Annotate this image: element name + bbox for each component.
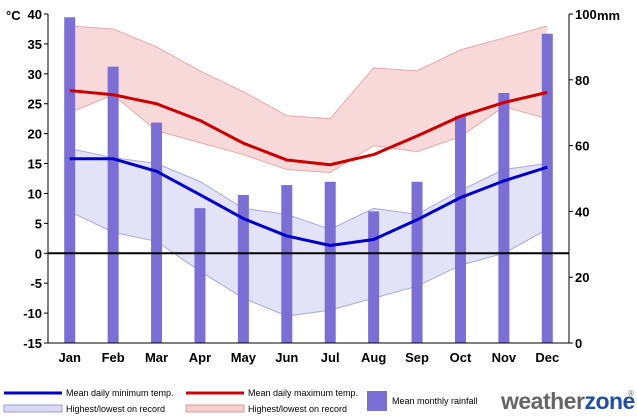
legend-rain-swatch: [367, 391, 387, 411]
legend-max-label: Mean daily maximum temp.: [248, 388, 358, 398]
month-label-nov: Nov: [492, 350, 517, 365]
legend: Mean daily minimum temp. Highest/lowest …: [3, 388, 478, 414]
legend-min-record-swatch: [3, 404, 63, 413]
rainfall-bars: [64, 17, 553, 344]
left-tick-label: 15: [28, 157, 42, 172]
axis-ticks: 40 35 30 25 20 15 10 5 0 -5 -10 -15 100 80 60 40 20 0 Jan F…: [23, 7, 597, 365]
left-tick-label: 10: [28, 186, 42, 201]
rain-bar-oct: [454, 115, 466, 344]
month-label-mar: Mar: [145, 350, 168, 365]
month-label-apr: Apr: [189, 350, 211, 365]
rain-bar-aug: [368, 211, 380, 343]
right-tick-label: 80: [575, 73, 589, 88]
right-tick-label: 0: [575, 336, 582, 351]
month-label-jul: Jul: [321, 350, 340, 365]
left-tick-label: 20: [28, 127, 42, 142]
temperature-lines: [69, 89, 548, 247]
month-label-jun: Jun: [275, 350, 298, 365]
rain-bar-dec: [541, 33, 553, 344]
rain-bar-jul: [324, 181, 336, 343]
month-label-oct: Oct: [450, 350, 472, 365]
left-axis-unit: °C: [6, 8, 21, 23]
legend-min-label: Mean daily minimum temp.: [66, 388, 174, 398]
right-tick-label: 60: [575, 139, 589, 154]
legend-rain-label: Mean monthly rainfall: [392, 396, 478, 406]
month-label-may: May: [231, 350, 257, 365]
rain-bar-may: [237, 194, 249, 343]
svg-text:weatherzone: weatherzone: [500, 388, 635, 414]
month-label-aug: Aug: [361, 350, 386, 365]
month-label-dec: Dec: [535, 350, 559, 365]
left-tick-label: 30: [28, 67, 42, 82]
max-temp-line: [69, 89, 548, 167]
legend-min-record-label: Highest/lowest on record: [66, 404, 165, 414]
min-record-area-lower-edge: [69, 210, 548, 317]
rain-bar-mar: [151, 122, 163, 343]
min-temp-line: [69, 157, 548, 247]
left-tick-label: 35: [28, 37, 42, 52]
max-record-area: [69, 25, 548, 173]
rain-bar-nov: [498, 92, 510, 344]
left-tick-label: 25: [28, 97, 42, 112]
left-tick-label: 5: [35, 216, 42, 231]
month-label-feb: Feb: [102, 350, 125, 365]
left-tick-label: -15: [23, 336, 42, 351]
rain-bar-jun: [281, 185, 293, 343]
left-tick-label: -5: [30, 276, 42, 291]
logo-word-zone: zone: [584, 388, 634, 414]
right-tick-label: 40: [575, 204, 589, 219]
rain-bar-apr: [194, 208, 206, 343]
left-tick-label: 40: [28, 7, 42, 22]
left-tick-label: 0: [35, 246, 42, 261]
logo-word-weather: weather: [500, 388, 585, 414]
right-tick-label: 100: [575, 7, 597, 22]
rain-bar-sep: [411, 181, 423, 343]
rain-bar-feb: [107, 66, 119, 343]
left-tick-label: -10: [23, 306, 42, 321]
min-record-area-upper-edge: [69, 148, 548, 230]
legend-max-record-swatch: [185, 404, 245, 413]
right-tick-label: 20: [575, 270, 589, 285]
month-label-sep: Sep: [405, 350, 429, 365]
legend-max-record-label: Highest/lowest on record: [248, 404, 347, 414]
rain-bar-jan: [64, 17, 76, 343]
logo-registered-mark: ®: [628, 389, 634, 398]
right-axis-unit: mm: [597, 8, 620, 23]
max-record-area-upper-edge: [69, 25, 548, 120]
weatherzone-logo: weatherzone ®: [500, 388, 635, 414]
max-record-area-lower-edge: [69, 94, 548, 174]
month-label-jan: Jan: [59, 350, 81, 365]
